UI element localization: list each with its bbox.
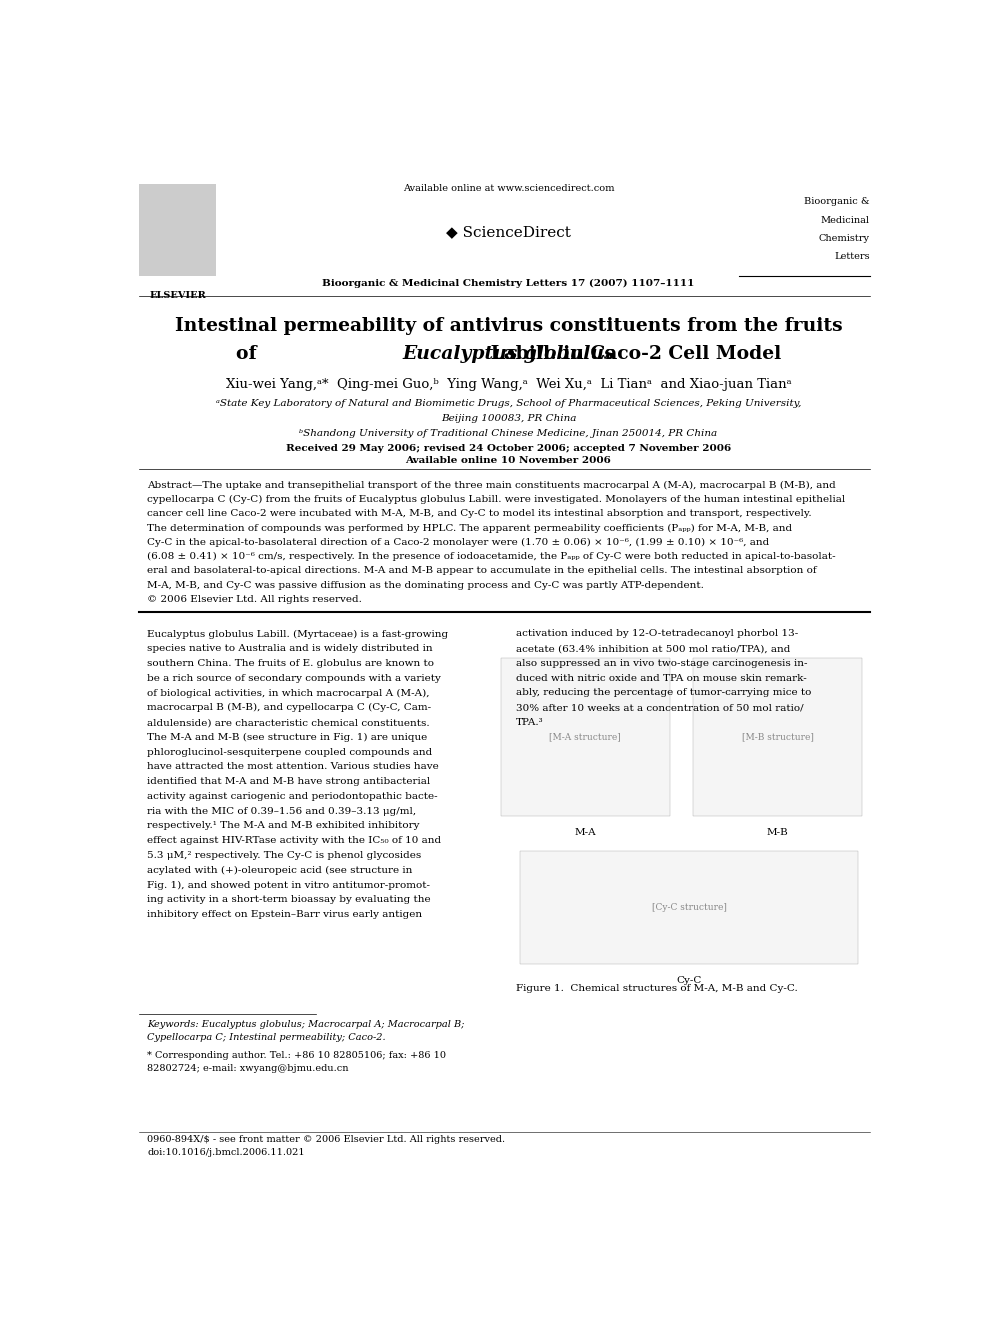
- Text: Xiu-wei Yang,ᵃ*  Qing-mei Guo,ᵇ  Ying Wang,ᵃ  Wei Xu,ᵃ  Li Tianᵃ  and Xiao-juan : Xiu-wei Yang,ᵃ* Qing-mei Guo,ᵇ Ying Wang…: [225, 378, 792, 390]
- Text: activity against cariogenic and periodontopathic bacte-: activity against cariogenic and periodon…: [147, 792, 437, 800]
- Text: Eucalyptus globulus Labill. (Myrtaceae) is a fast-growing: Eucalyptus globulus Labill. (Myrtaceae) …: [147, 630, 448, 639]
- Bar: [139, 184, 216, 277]
- Text: ria with the MIC of 0.39–1.56 and 0.39–3.13 μg/ml,: ria with the MIC of 0.39–1.56 and 0.39–3…: [147, 807, 417, 816]
- Text: Keywords: Eucalyptus globulus; Macrocarpal A; Macrocarpal B;: Keywords: Eucalyptus globulus; Macrocarp…: [147, 1020, 464, 1028]
- Text: also suppressed an in vivo two-stage carcinogenesis in-: also suppressed an in vivo two-stage car…: [516, 659, 807, 668]
- Text: ELSEVIER: ELSEVIER: [150, 291, 206, 300]
- Text: 0960-894X/$ - see front matter © 2006 Elsevier Ltd. All rights reserved.: 0960-894X/$ - see front matter © 2006 El…: [147, 1135, 505, 1143]
- Text: ᵇShandong University of Traditional Chinese Medicine, Jinan 250014, PR China: ᵇShandong University of Traditional Chin…: [300, 429, 717, 438]
- Text: TPA.³: TPA.³: [516, 718, 544, 728]
- Text: 82802724; e-mail: xwyang@bjmu.edu.cn: 82802724; e-mail: xwyang@bjmu.edu.cn: [147, 1065, 348, 1073]
- Text: Bioorganic &: Bioorganic &: [805, 197, 870, 206]
- Text: Fig. 1), and showed potent in vitro antitumor-promot-: Fig. 1), and showed potent in vitro anti…: [147, 881, 431, 889]
- Text: respectively.¹ The M-A and M-B exhibited inhibitory: respectively.¹ The M-A and M-B exhibited…: [147, 822, 420, 831]
- Text: effect against HIV-RTase activity with the IC₅₀ of 10 and: effect against HIV-RTase activity with t…: [147, 836, 441, 845]
- Bar: [692, 658, 862, 816]
- Text: inhibitory effect on Epstein–Barr virus early antigen: inhibitory effect on Epstein–Barr virus …: [147, 910, 423, 919]
- Text: M-A: M-A: [574, 828, 596, 837]
- Text: macrocarpal B (M-B), and cypellocarpa C (Cy-C, Cam-: macrocarpal B (M-B), and cypellocarpa C …: [147, 704, 432, 712]
- Text: Cy-C: Cy-C: [677, 976, 701, 984]
- Text: Eucalyptus globulus: Eucalyptus globulus: [402, 345, 615, 364]
- Text: Available online at www.sciencedirect.com: Available online at www.sciencedirect.co…: [403, 184, 614, 193]
- Text: [Cy-C structure]: [Cy-C structure]: [652, 904, 726, 912]
- Text: species native to Australia and is widely distributed in: species native to Australia and is widel…: [147, 644, 433, 654]
- Text: Chemistry: Chemistry: [818, 234, 870, 243]
- Text: Medicinal: Medicinal: [820, 216, 870, 225]
- Text: duced with nitric oxide and TPA on mouse skin remark-: duced with nitric oxide and TPA on mouse…: [516, 673, 806, 683]
- Text: Cypellocarpa C; Intestinal permeability; Caco-2.: Cypellocarpa C; Intestinal permeability;…: [147, 1033, 386, 1041]
- Text: identified that M-A and M-B have strong antibacterial: identified that M-A and M-B have strong …: [147, 777, 431, 786]
- Text: Beijing 100083, PR China: Beijing 100083, PR China: [440, 414, 576, 423]
- Text: 30% after 10 weeks at a concentration of 50 mol ratio/: 30% after 10 weeks at a concentration of…: [516, 704, 804, 712]
- Text: of biological activities, in which macrocarpal A (M-A),: of biological activities, in which macro…: [147, 688, 430, 697]
- Text: The M-A and M-B (see structure in Fig. 1) are unique: The M-A and M-B (see structure in Fig. 1…: [147, 733, 428, 742]
- Text: Intestinal permeability of antivirus constituents from the fruits: Intestinal permeability of antivirus con…: [175, 316, 842, 335]
- Text: 5.3 μM,² respectively. The Cy-C is phenol glycosides: 5.3 μM,² respectively. The Cy-C is pheno…: [147, 851, 422, 860]
- Bar: [520, 852, 858, 963]
- Text: * Corresponding author. Tel.: +86 10 82805106; fax: +86 10: * Corresponding author. Tel.: +86 10 828…: [147, 1052, 446, 1060]
- Bar: [501, 658, 670, 816]
- Text: Available online 10 November 2006: Available online 10 November 2006: [406, 456, 611, 466]
- Text: phloroglucinol-sesquiterpene coupled compounds and: phloroglucinol-sesquiterpene coupled com…: [147, 747, 433, 757]
- Text: © 2006 Elsevier Ltd. All rights reserved.: © 2006 Elsevier Ltd. All rights reserved…: [147, 595, 362, 603]
- Text: Received 29 May 2006; revised 24 October 2006; accepted 7 November 2006: Received 29 May 2006; revised 24 October…: [286, 445, 731, 452]
- Text: ably, reducing the percentage of tumor-carrying mice to: ably, reducing the percentage of tumor-c…: [516, 688, 811, 697]
- Text: of                                    Labill. in Caco-2 Cell Model: of Labill. in Caco-2 Cell Model: [236, 345, 781, 364]
- Text: southern China. The fruits of E. globulus are known to: southern China. The fruits of E. globulu…: [147, 659, 434, 668]
- Text: (6.08 ± 0.41) × 10⁻⁶ cm/s, respectively. In the presence of iodoacetamide, the P: (6.08 ± 0.41) × 10⁻⁶ cm/s, respectively.…: [147, 552, 835, 561]
- Text: aldulenside) are characteristic chemical constituents.: aldulenside) are characteristic chemical…: [147, 718, 430, 728]
- Text: be a rich source of secondary compounds with a variety: be a rich source of secondary compounds …: [147, 673, 440, 683]
- Text: acetate (63.4% inhibition at 500 mol ratio/TPA), and: acetate (63.4% inhibition at 500 mol rat…: [516, 644, 791, 654]
- Text: ◆ ScienceDirect: ◆ ScienceDirect: [446, 225, 570, 239]
- Text: doi:10.1016/j.bmcl.2006.11.021: doi:10.1016/j.bmcl.2006.11.021: [147, 1148, 305, 1156]
- Text: activation induced by 12-O-tetradecanoyl phorbol 13-: activation induced by 12-O-tetradecanoyl…: [516, 630, 799, 639]
- Text: Bioorganic & Medicinal Chemistry Letters 17 (2007) 1107–1111: Bioorganic & Medicinal Chemistry Letters…: [322, 279, 694, 288]
- Text: M-A, M-B, and Cy-C was passive diffusion as the dominating process and Cy-C was : M-A, M-B, and Cy-C was passive diffusion…: [147, 581, 704, 590]
- Text: [M-A structure]: [M-A structure]: [550, 733, 621, 741]
- Text: cypellocarpa C (Cy-C) from the fruits of Eucalyptus globulus Labill. were invest: cypellocarpa C (Cy-C) from the fruits of…: [147, 495, 845, 504]
- Text: [M-B structure]: [M-B structure]: [742, 733, 813, 741]
- Text: eral and basolateral-to-apical directions. M-A and M-B appear to accumulate in t: eral and basolateral-to-apical direction…: [147, 566, 816, 576]
- Text: Letters: Letters: [834, 253, 870, 262]
- Text: ing activity in a short-term bioassay by evaluating the: ing activity in a short-term bioassay by…: [147, 896, 431, 905]
- Text: ᵃState Key Laboratory of Natural and Biomimetic Drugs, School of Pharmaceutical : ᵃState Key Laboratory of Natural and Bio…: [215, 400, 802, 409]
- Text: Figure 1.  Chemical structures of M-A, M-B and Cy-C.: Figure 1. Chemical structures of M-A, M-…: [516, 984, 798, 994]
- Text: The determination of compounds was performed by HPLC. The apparent permeability : The determination of compounds was perfo…: [147, 524, 793, 533]
- Text: cancer cell line Caco-2 were incubated with M-A, M-B, and Cy-C to model its inte: cancer cell line Caco-2 were incubated w…: [147, 509, 811, 519]
- Text: acylated with (+)-oleuropeic acid (see structure in: acylated with (+)-oleuropeic acid (see s…: [147, 865, 413, 875]
- Text: have attracted the most attention. Various studies have: have attracted the most attention. Vario…: [147, 762, 438, 771]
- Text: Abstract—The uptake and transepithelial transport of the three main constituents: Abstract—The uptake and transepithelial …: [147, 480, 836, 490]
- Text: M-B: M-B: [767, 828, 789, 837]
- Text: Cy-C in the apical-to-basolateral direction of a Caco-2 monolayer were (1.70 ± 0: Cy-C in the apical-to-basolateral direct…: [147, 537, 770, 546]
